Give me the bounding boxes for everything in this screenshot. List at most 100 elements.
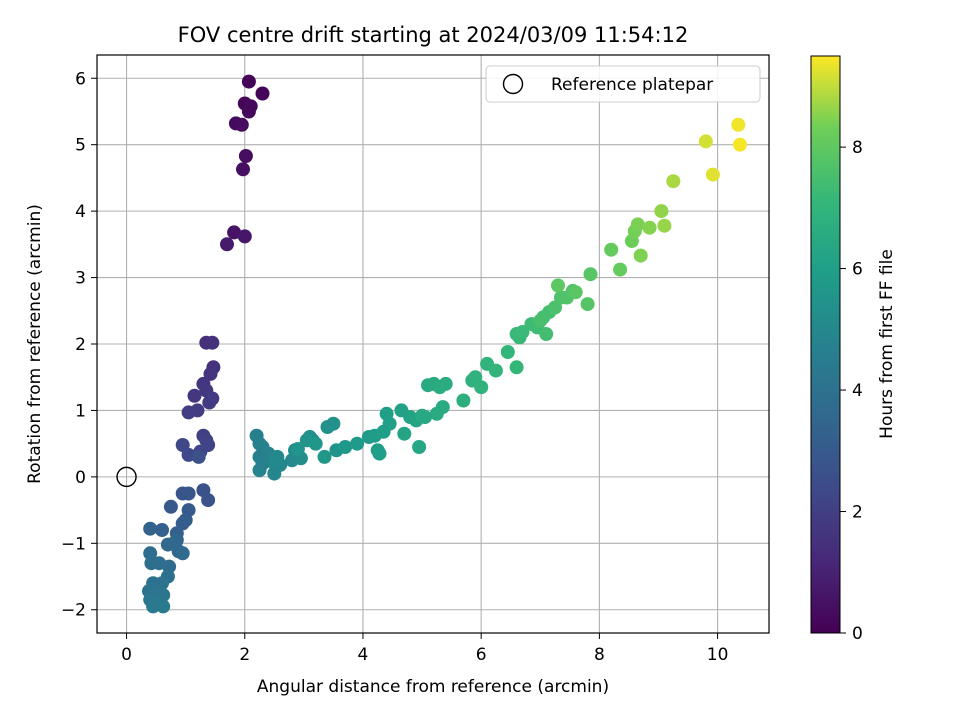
y-tick-label: 1 bbox=[75, 401, 86, 421]
y-axis-ticks: −2 −1 0 1 2 3 4 5 6 bbox=[61, 69, 97, 621]
data-point bbox=[731, 117, 746, 132]
colorbar-tick-label: 4 bbox=[852, 381, 863, 401]
data-point bbox=[533, 313, 548, 328]
data-point bbox=[146, 599, 161, 614]
colorbar-tick-label: 8 bbox=[852, 138, 863, 158]
data-point bbox=[438, 376, 453, 391]
data-point bbox=[290, 442, 305, 456]
x-tick-label: 4 bbox=[358, 645, 369, 665]
y-tick-label: −1 bbox=[61, 534, 86, 554]
legend-reference-marker bbox=[502, 73, 524, 95]
data-point bbox=[633, 248, 648, 263]
colorbar-label: Hours from first FF file bbox=[877, 249, 897, 439]
x-axis-ticks: 0 2 4 6 8 10 bbox=[121, 633, 728, 665]
data-point bbox=[698, 134, 713, 149]
data-point bbox=[604, 242, 619, 257]
data-point bbox=[488, 363, 503, 378]
y-tick-label: −2 bbox=[61, 601, 86, 621]
data-point bbox=[187, 388, 202, 403]
x-tick-label: 0 bbox=[121, 645, 132, 665]
colorbar-tick-label: 2 bbox=[852, 503, 863, 523]
data-point bbox=[350, 436, 365, 451]
x-tick-label: 6 bbox=[476, 645, 487, 665]
data-point bbox=[657, 218, 672, 233]
data-point bbox=[500, 345, 515, 359]
data-points bbox=[116, 74, 747, 614]
data-point bbox=[733, 137, 747, 152]
data-point bbox=[317, 449, 332, 464]
data-point bbox=[705, 167, 720, 182]
data-point bbox=[415, 408, 430, 423]
data-point bbox=[382, 416, 397, 431]
data-point bbox=[156, 599, 171, 614]
x-tick-label: 8 bbox=[594, 645, 605, 665]
data-point bbox=[201, 493, 216, 508]
data-point bbox=[163, 499, 178, 514]
data-point bbox=[568, 285, 583, 300]
data-point bbox=[255, 456, 270, 471]
data-point bbox=[338, 440, 353, 454]
colorbar-ticks: 0 2 4 6 8 bbox=[840, 138, 863, 644]
data-point bbox=[166, 536, 181, 551]
data-point bbox=[654, 204, 669, 219]
data-point bbox=[191, 449, 206, 464]
data-point bbox=[372, 446, 387, 461]
data-point bbox=[429, 406, 444, 421]
data-point bbox=[539, 327, 554, 341]
x-tick-label: 2 bbox=[239, 645, 250, 665]
data-point bbox=[203, 366, 218, 381]
data-point bbox=[238, 149, 253, 163]
y-axis-label: Rotation from reference (arcmin) bbox=[25, 204, 45, 484]
colorbar-gradient bbox=[810, 55, 841, 634]
data-point bbox=[397, 426, 412, 441]
data-point bbox=[326, 416, 341, 431]
y-tick-label: 0 bbox=[75, 468, 86, 488]
data-point bbox=[412, 440, 427, 454]
colorbar: 0 2 4 6 8 Hours from first FF file bbox=[810, 55, 897, 644]
y-tick-label: 3 bbox=[75, 269, 86, 289]
data-point bbox=[181, 405, 196, 420]
data-point bbox=[227, 225, 242, 240]
data-point bbox=[234, 117, 249, 132]
data-point bbox=[308, 436, 323, 451]
data-point bbox=[474, 380, 489, 395]
colorbar-tick-label: 6 bbox=[852, 260, 863, 280]
data-point bbox=[583, 267, 598, 282]
data-point bbox=[580, 297, 595, 312]
y-tick-label: 6 bbox=[75, 69, 86, 89]
data-point bbox=[642, 220, 657, 235]
data-point bbox=[509, 360, 524, 375]
data-point bbox=[666, 174, 681, 189]
data-point bbox=[143, 521, 158, 536]
colorbar-tick-label: 0 bbox=[852, 624, 863, 644]
data-point bbox=[456, 393, 471, 408]
legend: Reference platepar bbox=[485, 65, 761, 103]
data-point bbox=[630, 217, 645, 232]
data-point bbox=[220, 237, 234, 252]
data-point bbox=[237, 229, 252, 244]
x-tick-label: 10 bbox=[707, 645, 729, 665]
data-point bbox=[205, 391, 220, 406]
chart-title: FOV centre drift starting at 2024/03/09 … bbox=[178, 23, 689, 47]
data-point bbox=[144, 556, 159, 571]
data-point bbox=[175, 546, 190, 561]
data-point bbox=[155, 523, 169, 537]
data-point bbox=[241, 74, 256, 89]
reference-platepar-marker bbox=[116, 466, 137, 488]
data-point bbox=[205, 335, 220, 350]
data-point bbox=[181, 486, 196, 501]
grid-lines bbox=[97, 55, 769, 633]
data-point bbox=[266, 455, 281, 470]
data-point bbox=[613, 262, 628, 277]
data-point bbox=[236, 162, 250, 177]
legend-entry-reference-platepar: Reference platepar bbox=[551, 75, 713, 95]
data-point bbox=[243, 99, 258, 114]
y-tick-label: 4 bbox=[75, 202, 86, 222]
y-tick-label: 5 bbox=[75, 136, 86, 156]
data-point bbox=[255, 86, 270, 101]
x-axis-label: Angular distance from reference (arcmin) bbox=[257, 677, 609, 697]
y-tick-label: 2 bbox=[75, 335, 86, 355]
legend-box bbox=[485, 65, 761, 103]
